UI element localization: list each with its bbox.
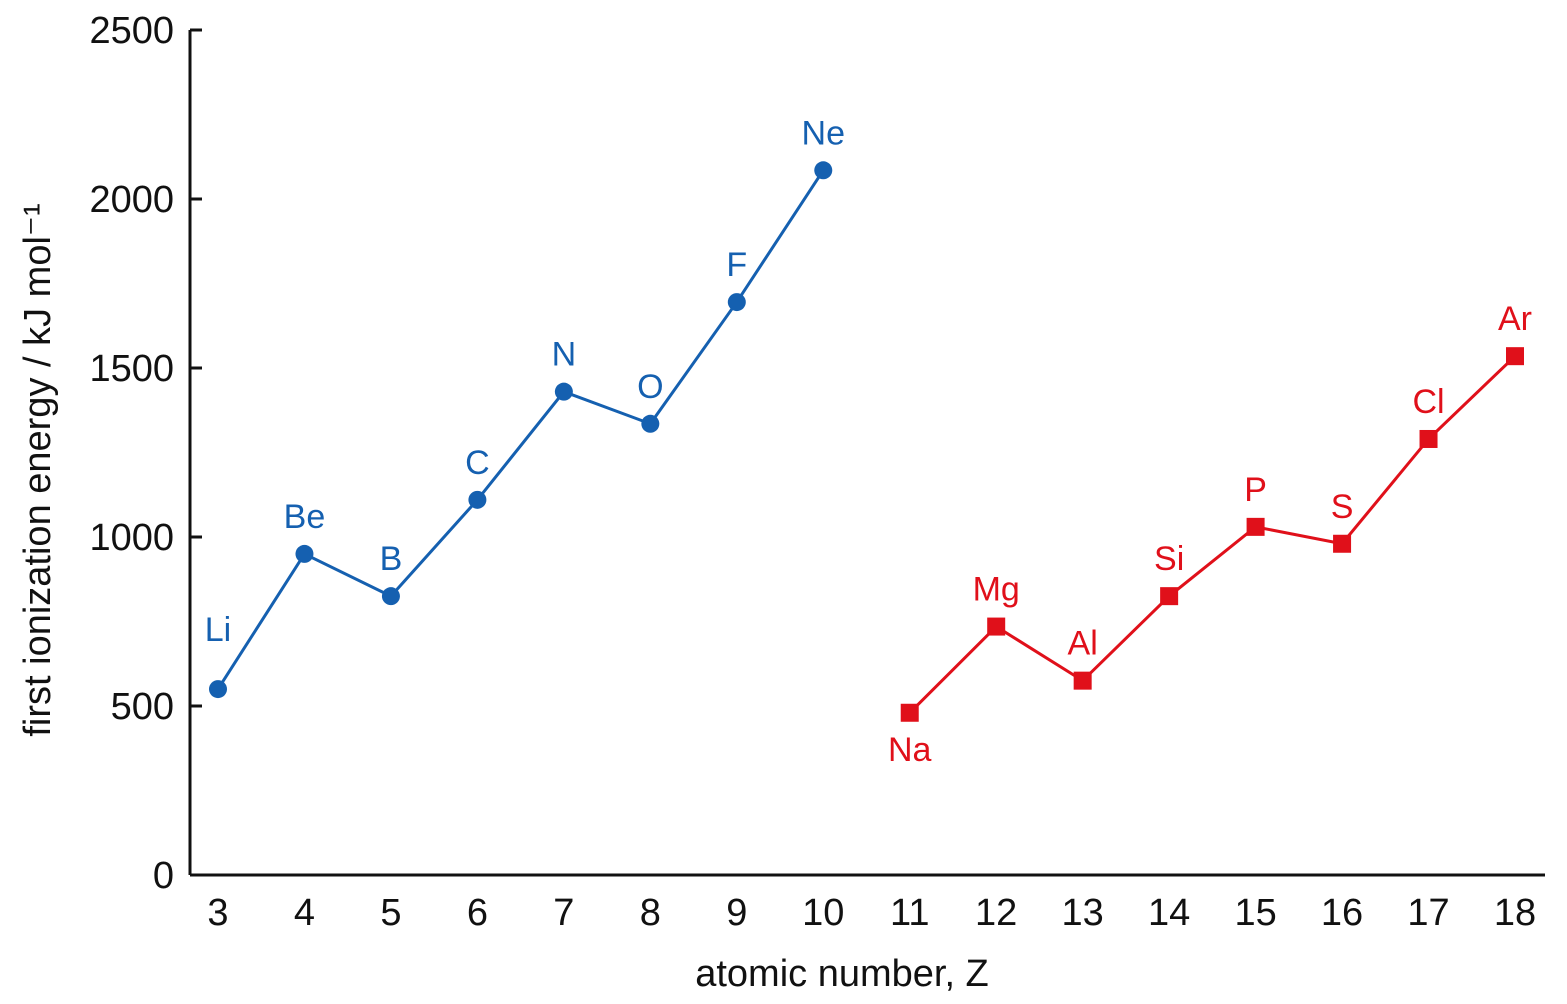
series-line-2 — [908, 355, 1517, 714]
data-label-Ar: Ar — [1498, 300, 1532, 338]
y-tick-label: 1000 — [89, 517, 174, 559]
data-label-S: S — [1331, 488, 1354, 526]
data-label-Al: Al — [1068, 625, 1098, 663]
data-label-Si: Si — [1154, 540, 1184, 578]
x-tick-label: 5 — [380, 892, 401, 934]
data-point-P — [1246, 517, 1265, 536]
data-point-B — [381, 587, 400, 606]
data-point-Cl — [1419, 429, 1438, 448]
y-tick-label: 2000 — [89, 179, 174, 221]
x-tick-label: 7 — [553, 892, 574, 934]
data-point-Ne — [814, 161, 833, 180]
x-tick-label: 12 — [975, 892, 1017, 934]
data-label-Na: Na — [888, 731, 932, 769]
data-point-F — [727, 293, 746, 312]
data-label-Cl: Cl — [1412, 383, 1444, 421]
x-tick-label: 15 — [1234, 892, 1276, 934]
data-label-C: C — [465, 444, 490, 482]
x-tick-label: 4 — [294, 892, 315, 934]
series-line-1 — [216, 169, 825, 690]
x-tick-label: 13 — [1062, 892, 1104, 934]
data-point-Be — [295, 544, 314, 563]
x-tick-label: 6 — [467, 892, 488, 934]
data-label-P: P — [1244, 471, 1267, 509]
data-label-Li: Li — [205, 611, 231, 649]
x-tick-label: 3 — [207, 892, 228, 934]
data-point-O — [641, 414, 660, 433]
data-label-B: B — [380, 540, 403, 578]
x-tick-label: 11 — [890, 892, 929, 934]
data-label-Ne: Ne — [802, 114, 845, 152]
y-tick-label: 2500 — [89, 10, 174, 52]
data-point-Al — [1073, 671, 1092, 690]
data-label-Be: Be — [284, 498, 326, 536]
data-point-Li — [209, 680, 227, 699]
x-tick-label: 17 — [1407, 892, 1449, 934]
data-point-N — [554, 382, 573, 401]
data-label-F: F — [726, 246, 747, 284]
data-point-Na — [900, 703, 919, 722]
data-point-C — [468, 490, 487, 509]
y-tick-label: 500 — [111, 686, 174, 728]
data-point-S — [1333, 534, 1352, 553]
x-tick-label: 9 — [726, 892, 747, 934]
data-label-O: O — [637, 368, 663, 406]
x-tick-label: 10 — [802, 892, 844, 934]
x-tick-label: 16 — [1321, 892, 1363, 934]
x-tick-label: 8 — [640, 892, 661, 934]
axes: 0 500 1000 1500 2000 2500 3 4 5 6 7 8 9 10 11 12 13 14 15 1… — [89, 10, 1545, 934]
y-tick-label: 1500 — [89, 348, 174, 390]
x-tick-label: 18 — [1494, 892, 1536, 934]
y-axis-title: first ionization energy / kJ mol⁻¹ — [17, 203, 59, 736]
data-label-N: N — [552, 336, 577, 374]
data-point-Ar — [1506, 347, 1524, 366]
data-label-Mg: Mg — [973, 571, 1020, 609]
series-layer: Li Be B C N O F Ne Na Mg Al Si P S Cl Ar — [205, 114, 1532, 768]
y-tick-label: 0 — [153, 855, 174, 897]
data-point-Mg — [987, 617, 1006, 636]
x-axis-title: atomic number, Z — [695, 953, 989, 995]
data-point-Si — [1160, 587, 1179, 606]
x-tick-label: 14 — [1148, 892, 1190, 934]
